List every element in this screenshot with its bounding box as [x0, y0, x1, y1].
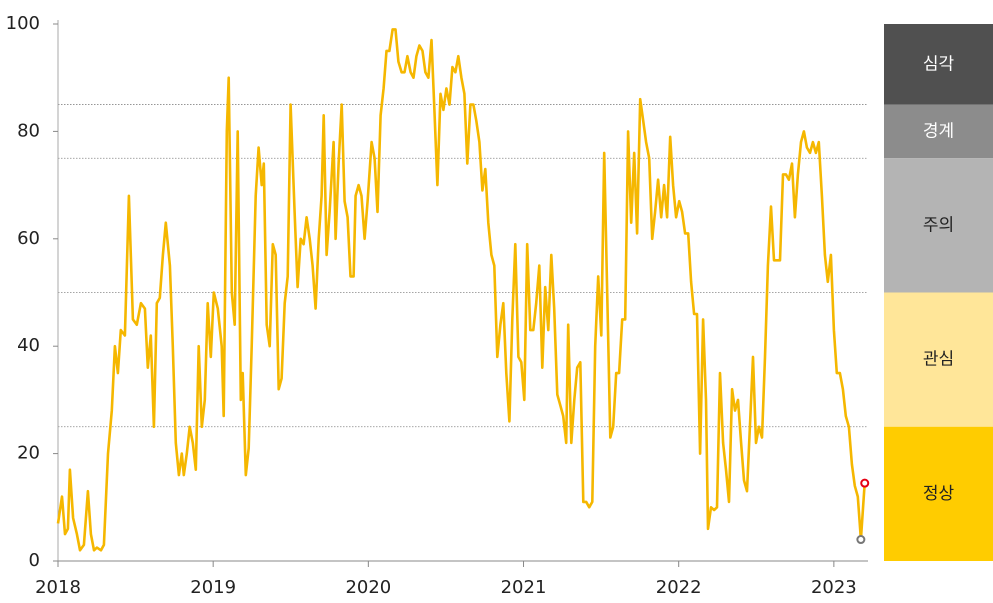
y-tick-label: 20 [17, 443, 40, 464]
band-label: 정상 [923, 484, 955, 504]
y-tick-label: 40 [17, 335, 40, 356]
x-tick-label: 2018 [35, 577, 81, 598]
band [884, 24, 993, 105]
band [884, 104, 993, 159]
band-label: 경계 [923, 121, 954, 141]
y-tick-label: 80 [17, 120, 40, 141]
y-tick-label: 60 [17, 228, 40, 249]
y-tick-label: 0 [29, 550, 40, 571]
x-tick-label: 2019 [190, 577, 236, 598]
data-line [56, 28, 866, 552]
band [884, 292, 993, 427]
x-tick-label: 2021 [501, 577, 547, 598]
band [884, 158, 993, 293]
band-label: 심각 [923, 54, 955, 74]
y-tick-label: 100 [6, 13, 40, 34]
end-marker [860, 478, 870, 488]
end-marker [856, 535, 866, 545]
x-tick-label: 2020 [345, 577, 391, 598]
x-tick-label: 2022 [656, 577, 702, 598]
band-label: 관심 [923, 350, 954, 370]
band [884, 426, 993, 561]
x-tick-label: 2023 [811, 577, 857, 598]
band-label: 주의 [923, 215, 954, 235]
